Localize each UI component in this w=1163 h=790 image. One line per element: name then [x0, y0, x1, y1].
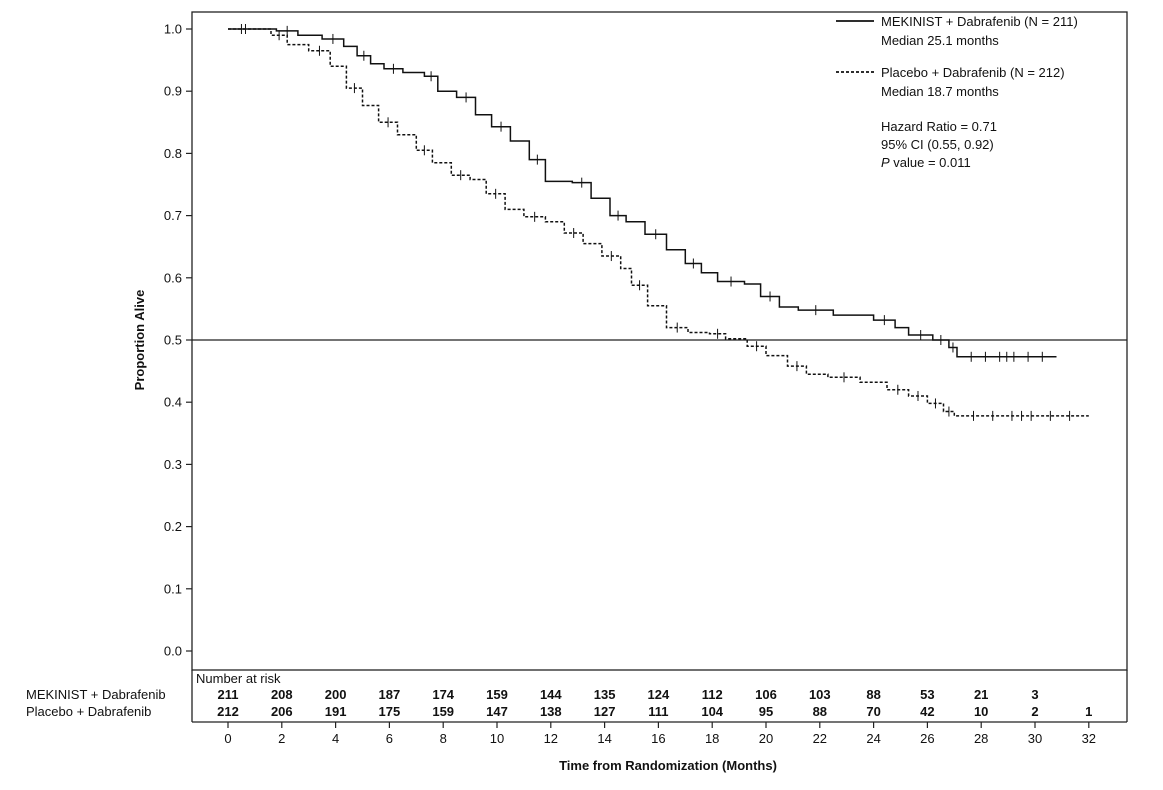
x-tick-label: 22 — [813, 731, 827, 746]
risk-count: 42 — [920, 704, 934, 719]
y-axis-title: Proportion Alive — [132, 290, 147, 391]
risk-table-title: Number at risk — [196, 671, 281, 686]
x-tick-label: 20 — [759, 731, 773, 746]
x-tick-label: 28 — [974, 731, 988, 746]
x-tick-label: 2 — [278, 731, 285, 746]
x-tick-label: 16 — [651, 731, 665, 746]
risk-count: 212 — [217, 704, 239, 719]
risk-count: 111 — [648, 704, 668, 719]
p-value-text: P value = 0.011 — [881, 155, 971, 170]
risk-row-label-placebo: Placebo + Dabrafenib — [26, 704, 151, 719]
series-group — [228, 24, 1089, 421]
confidence-interval-text: 95% CI (0.55, 0.92) — [881, 137, 994, 152]
y-tick-label: 0.8 — [164, 146, 182, 161]
legend-median-placebo: Median 18.7 months — [881, 84, 999, 99]
y-tick-label: 0.3 — [164, 457, 182, 472]
x-tick-label: 26 — [920, 731, 934, 746]
risk-count: 200 — [325, 687, 347, 702]
x-tick-label: 4 — [332, 731, 339, 746]
risk-count: 138 — [540, 704, 562, 719]
risk-count: 206 — [271, 704, 293, 719]
x-tick-label: 30 — [1028, 731, 1042, 746]
risk-count: 103 — [809, 687, 831, 702]
risk-count: 3 — [1031, 687, 1038, 702]
legend-median-mekinist: Median 25.1 months — [881, 33, 999, 48]
risk-count: 88 — [866, 687, 880, 702]
risk-count: 106 — [755, 687, 777, 702]
hazard-ratio-text: Hazard Ratio = 0.71 — [881, 119, 997, 134]
risk-count: 211 — [218, 687, 239, 702]
y-tick-label: 0.1 — [164, 581, 182, 596]
x-tick-label: 14 — [597, 731, 611, 746]
p-value-symbol: P — [881, 155, 890, 170]
y-tick-label: 0.9 — [164, 84, 182, 99]
risk-count: 174 — [432, 687, 454, 702]
risk-row-label-mekinist: MEKINIST + Dabrafenib — [26, 687, 166, 702]
risk-count: 127 — [594, 704, 616, 719]
risk-count: 135 — [594, 687, 616, 702]
x-tick-label: 18 — [705, 731, 719, 746]
x-axis-title: Time from Randomization (Months) — [559, 758, 777, 773]
legend-label-placebo: Placebo + Dabrafenib (N = 212) — [881, 65, 1065, 80]
y-tick-label: 0.0 — [164, 644, 182, 659]
legend-group: MEKINIST + Dabrafenib (N = 211) Median 25… — [836, 14, 1078, 170]
p-value-number: value = 0.011 — [890, 155, 971, 170]
risk-count: 147 — [486, 704, 508, 719]
risk-count: 112 — [702, 687, 723, 702]
risk-count: 124 — [648, 687, 670, 702]
y-tick-label: 0.2 — [164, 519, 182, 534]
risk-count: 2 — [1031, 704, 1038, 719]
y-tick-label: 0.7 — [164, 208, 182, 223]
x-tick-label: 8 — [440, 731, 447, 746]
y-tick-label: 1.0 — [164, 22, 182, 37]
risk-count: 159 — [486, 687, 508, 702]
legend-label-mekinist: MEKINIST + Dabrafenib (N = 211) — [881, 14, 1078, 29]
risk-count: 95 — [759, 704, 773, 719]
risk-count: 159 — [432, 704, 454, 719]
x-tick-label: 24 — [866, 731, 880, 746]
risk-count: 144 — [540, 687, 562, 702]
x-tick-label: 12 — [544, 731, 558, 746]
x-tick-label: 32 — [1082, 731, 1096, 746]
risk-count: 88 — [813, 704, 827, 719]
risk-count: 175 — [379, 704, 401, 719]
risk-count: 187 — [379, 687, 401, 702]
plot-frame — [191, 11, 1128, 671]
x-tick-label: 0 — [224, 731, 231, 746]
series-line-placebo — [228, 28, 1089, 417]
series-line-mekinist — [228, 28, 1057, 358]
risk-count: 208 — [271, 687, 293, 702]
risk-count: 70 — [866, 704, 880, 719]
risk-count: 104 — [701, 704, 723, 719]
y-tick-label: 0.5 — [164, 333, 182, 348]
risk-count: 21 — [974, 687, 988, 702]
x-tick-label: 6 — [386, 731, 393, 746]
risk-count: 1 — [1085, 704, 1092, 719]
y-tick-label: 0.4 — [164, 395, 182, 410]
risk-count: 53 — [920, 687, 934, 702]
axes-group: 0.00.10.20.30.40.50.60.70.80.91.00 2 4 6 8 10… — [132, 11, 1128, 773]
risk-count: 191 — [325, 704, 347, 719]
risk-count: 10 — [974, 704, 988, 719]
x-tick-label: 10 — [490, 731, 504, 746]
y-tick-label: 0.6 — [164, 270, 182, 285]
